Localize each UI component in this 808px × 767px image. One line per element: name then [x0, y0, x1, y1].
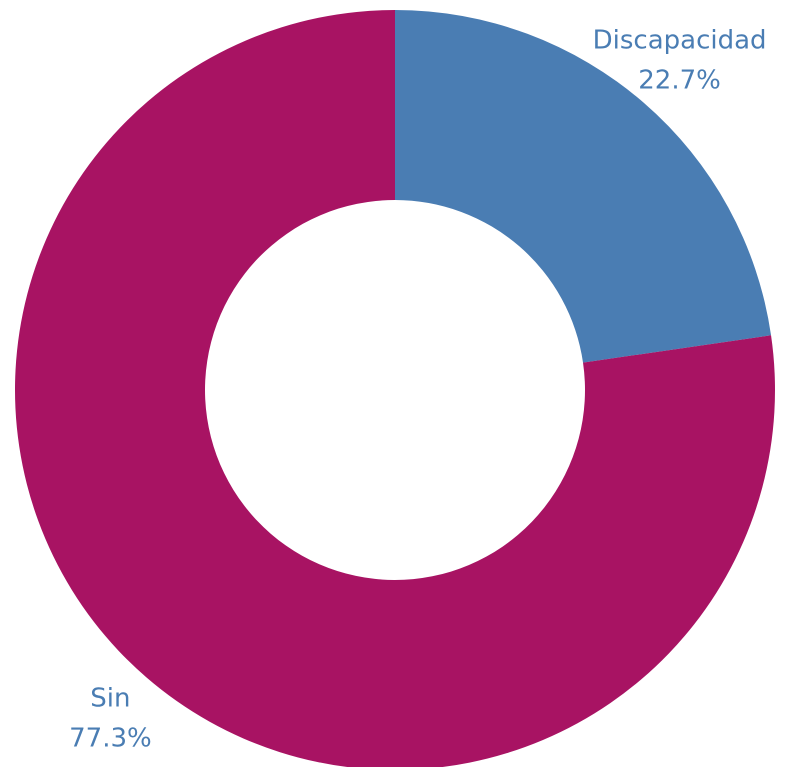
slice-label: Discapacidad [593, 26, 767, 56]
donut-slice [15, 10, 775, 767]
slice-value-label: 22.7% [638, 66, 721, 96]
slice-value-label: 77.3% [69, 723, 152, 753]
slice-label: Sin [90, 683, 130, 713]
donut-slice [395, 10, 772, 363]
